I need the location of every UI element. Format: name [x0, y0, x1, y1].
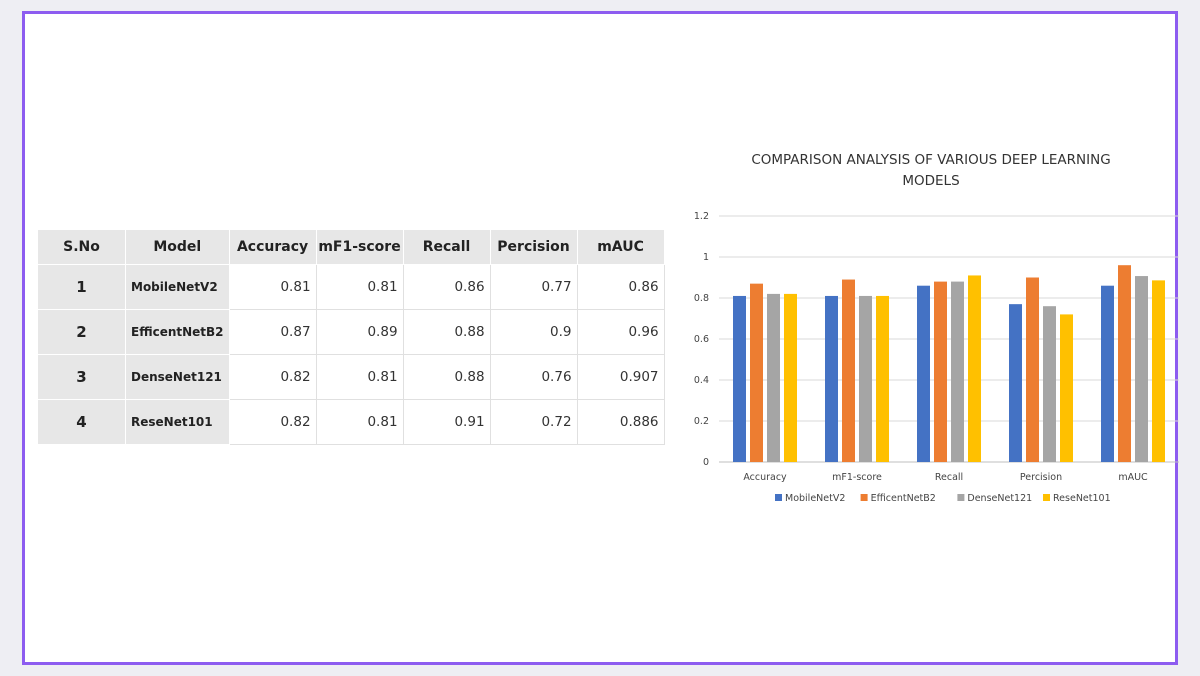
bar — [876, 295, 889, 462]
x-category-label: Recall — [935, 472, 963, 483]
legend-label: ReseNet101 — [1053, 493, 1111, 504]
header-mauc: mAUC — [576, 229, 665, 265]
table-row: 1 MobileNetV2 0.81 0.81 0.86 0.77 0.86 — [37, 264, 665, 310]
bar — [842, 279, 855, 462]
table-row: 3 DenseNet121 0.82 0.81 0.88 0.76 0.907 — [37, 354, 665, 400]
table-header-row: S.No Model Accuracy mF1-score Recall Per… — [37, 229, 665, 265]
sno-cell: 2 — [37, 309, 126, 355]
sno-cell: 3 — [37, 354, 126, 400]
model-cell: EfficentNetB2 — [125, 309, 230, 355]
mf1-score-cell: 0.81 — [315, 399, 404, 445]
legend-swatch — [860, 494, 868, 501]
model-cell: DenseNet121 — [125, 354, 230, 400]
bar — [784, 293, 797, 462]
header-mf1-score: mF1-score — [315, 229, 404, 265]
header-sno: S.No — [37, 229, 126, 265]
legend-label: MobileNetV2 — [785, 493, 845, 504]
y-axis-ticks: 0 0.2 0.4 0.6 0.8 1 1.2 — [694, 211, 709, 468]
bar — [917, 285, 930, 462]
bar — [825, 295, 838, 462]
bar — [1009, 304, 1022, 462]
bar — [1060, 314, 1073, 462]
table-row: 4 ReseNet101 0.82 0.81 0.91 0.72 0.886 — [37, 399, 665, 445]
mauc-cell: 0.886 — [576, 399, 665, 445]
header-model: Model — [125, 229, 230, 265]
chart-title-line-2: MODELS — [902, 173, 959, 189]
x-category-label: mAUC — [1118, 472, 1148, 483]
mauc-cell: 0.907 — [576, 354, 665, 400]
y-tick-label: 0.4 — [694, 375, 709, 386]
legend-swatch — [1043, 494, 1050, 501]
bar — [1101, 285, 1114, 462]
recall-cell: 0.86 — [402, 264, 491, 310]
bar — [1152, 280, 1165, 462]
slide: S.No Model Accuracy mF1-score Recall Per… — [22, 11, 1179, 665]
bar — [934, 281, 947, 462]
bar — [1135, 276, 1148, 462]
bar — [951, 281, 964, 462]
header-accuracy: Accuracy — [228, 229, 317, 265]
legend-label: EfficentNetB2 — [871, 493, 936, 504]
percision-cell: 0.9 — [489, 309, 578, 355]
y-tick-label: 0 — [703, 457, 709, 468]
sno-cell: 1 — [37, 264, 126, 310]
header-percision: Percision — [489, 229, 578, 265]
mauc-cell: 0.96 — [576, 309, 665, 355]
accuracy-cell: 0.87 — [228, 309, 317, 355]
percision-cell: 0.72 — [489, 399, 578, 445]
bar — [968, 275, 981, 462]
table-row: 2 EfficentNetB2 0.87 0.89 0.88 0.9 0.96 — [37, 309, 665, 355]
header-recall: Recall — [402, 229, 491, 265]
model-cell: ReseNet101 — [125, 399, 230, 445]
legend-swatch — [957, 494, 965, 501]
bar-chart: COMPARISON ANALYSIS OF VARIOUS DEEP LEAR… — [694, 152, 1179, 504]
accuracy-cell: 0.82 — [228, 354, 317, 400]
accuracy-cell: 0.82 — [228, 399, 317, 445]
bar — [733, 295, 746, 462]
bar — [767, 293, 780, 462]
y-tick-label: 1 — [703, 252, 709, 263]
mauc-cell: 0.86 — [576, 264, 665, 310]
x-category-label: Percision — [1020, 472, 1062, 483]
percision-cell: 0.76 — [489, 354, 578, 400]
bar — [859, 295, 872, 462]
accuracy-cell: 0.81 — [228, 264, 317, 310]
chart-title-line-1: COMPARISON ANALYSIS OF VARIOUS DEEP LEAR… — [751, 152, 1110, 168]
x-axis-categories: Accuracy mF1-score Recall Percision mAUC — [743, 472, 1148, 483]
legend-swatch — [775, 494, 782, 501]
legend: MobileNetV2 EfficentNetB2 DenseNet121 ReseN… — [775, 493, 1111, 504]
bar — [1026, 277, 1039, 462]
percision-cell: 0.77 — [489, 264, 578, 310]
results-table: S.No Model Accuracy mF1-score Recall Per… — [37, 229, 665, 445]
bar — [1043, 306, 1056, 462]
bars — [733, 265, 1165, 462]
recall-cell: 0.88 — [402, 354, 491, 400]
recall-cell: 0.91 — [402, 399, 491, 445]
x-category-label: Accuracy — [743, 472, 787, 483]
bar — [1118, 265, 1131, 462]
mf1-score-cell: 0.89 — [315, 309, 404, 355]
y-tick-label: 0.6 — [694, 334, 709, 345]
x-category-label: mF1-score — [832, 472, 882, 483]
y-tick-label: 0.8 — [694, 293, 709, 304]
sno-cell: 4 — [37, 399, 126, 445]
recall-cell: 0.88 — [402, 309, 491, 355]
bar — [750, 283, 763, 462]
y-tick-label: 0.2 — [694, 416, 709, 427]
mf1-score-cell: 0.81 — [315, 264, 404, 310]
y-tick-label: 1.2 — [694, 211, 709, 222]
model-cell: MobileNetV2 — [125, 264, 230, 310]
legend-label: DenseNet121 — [967, 493, 1032, 504]
mf1-score-cell: 0.81 — [315, 354, 404, 400]
